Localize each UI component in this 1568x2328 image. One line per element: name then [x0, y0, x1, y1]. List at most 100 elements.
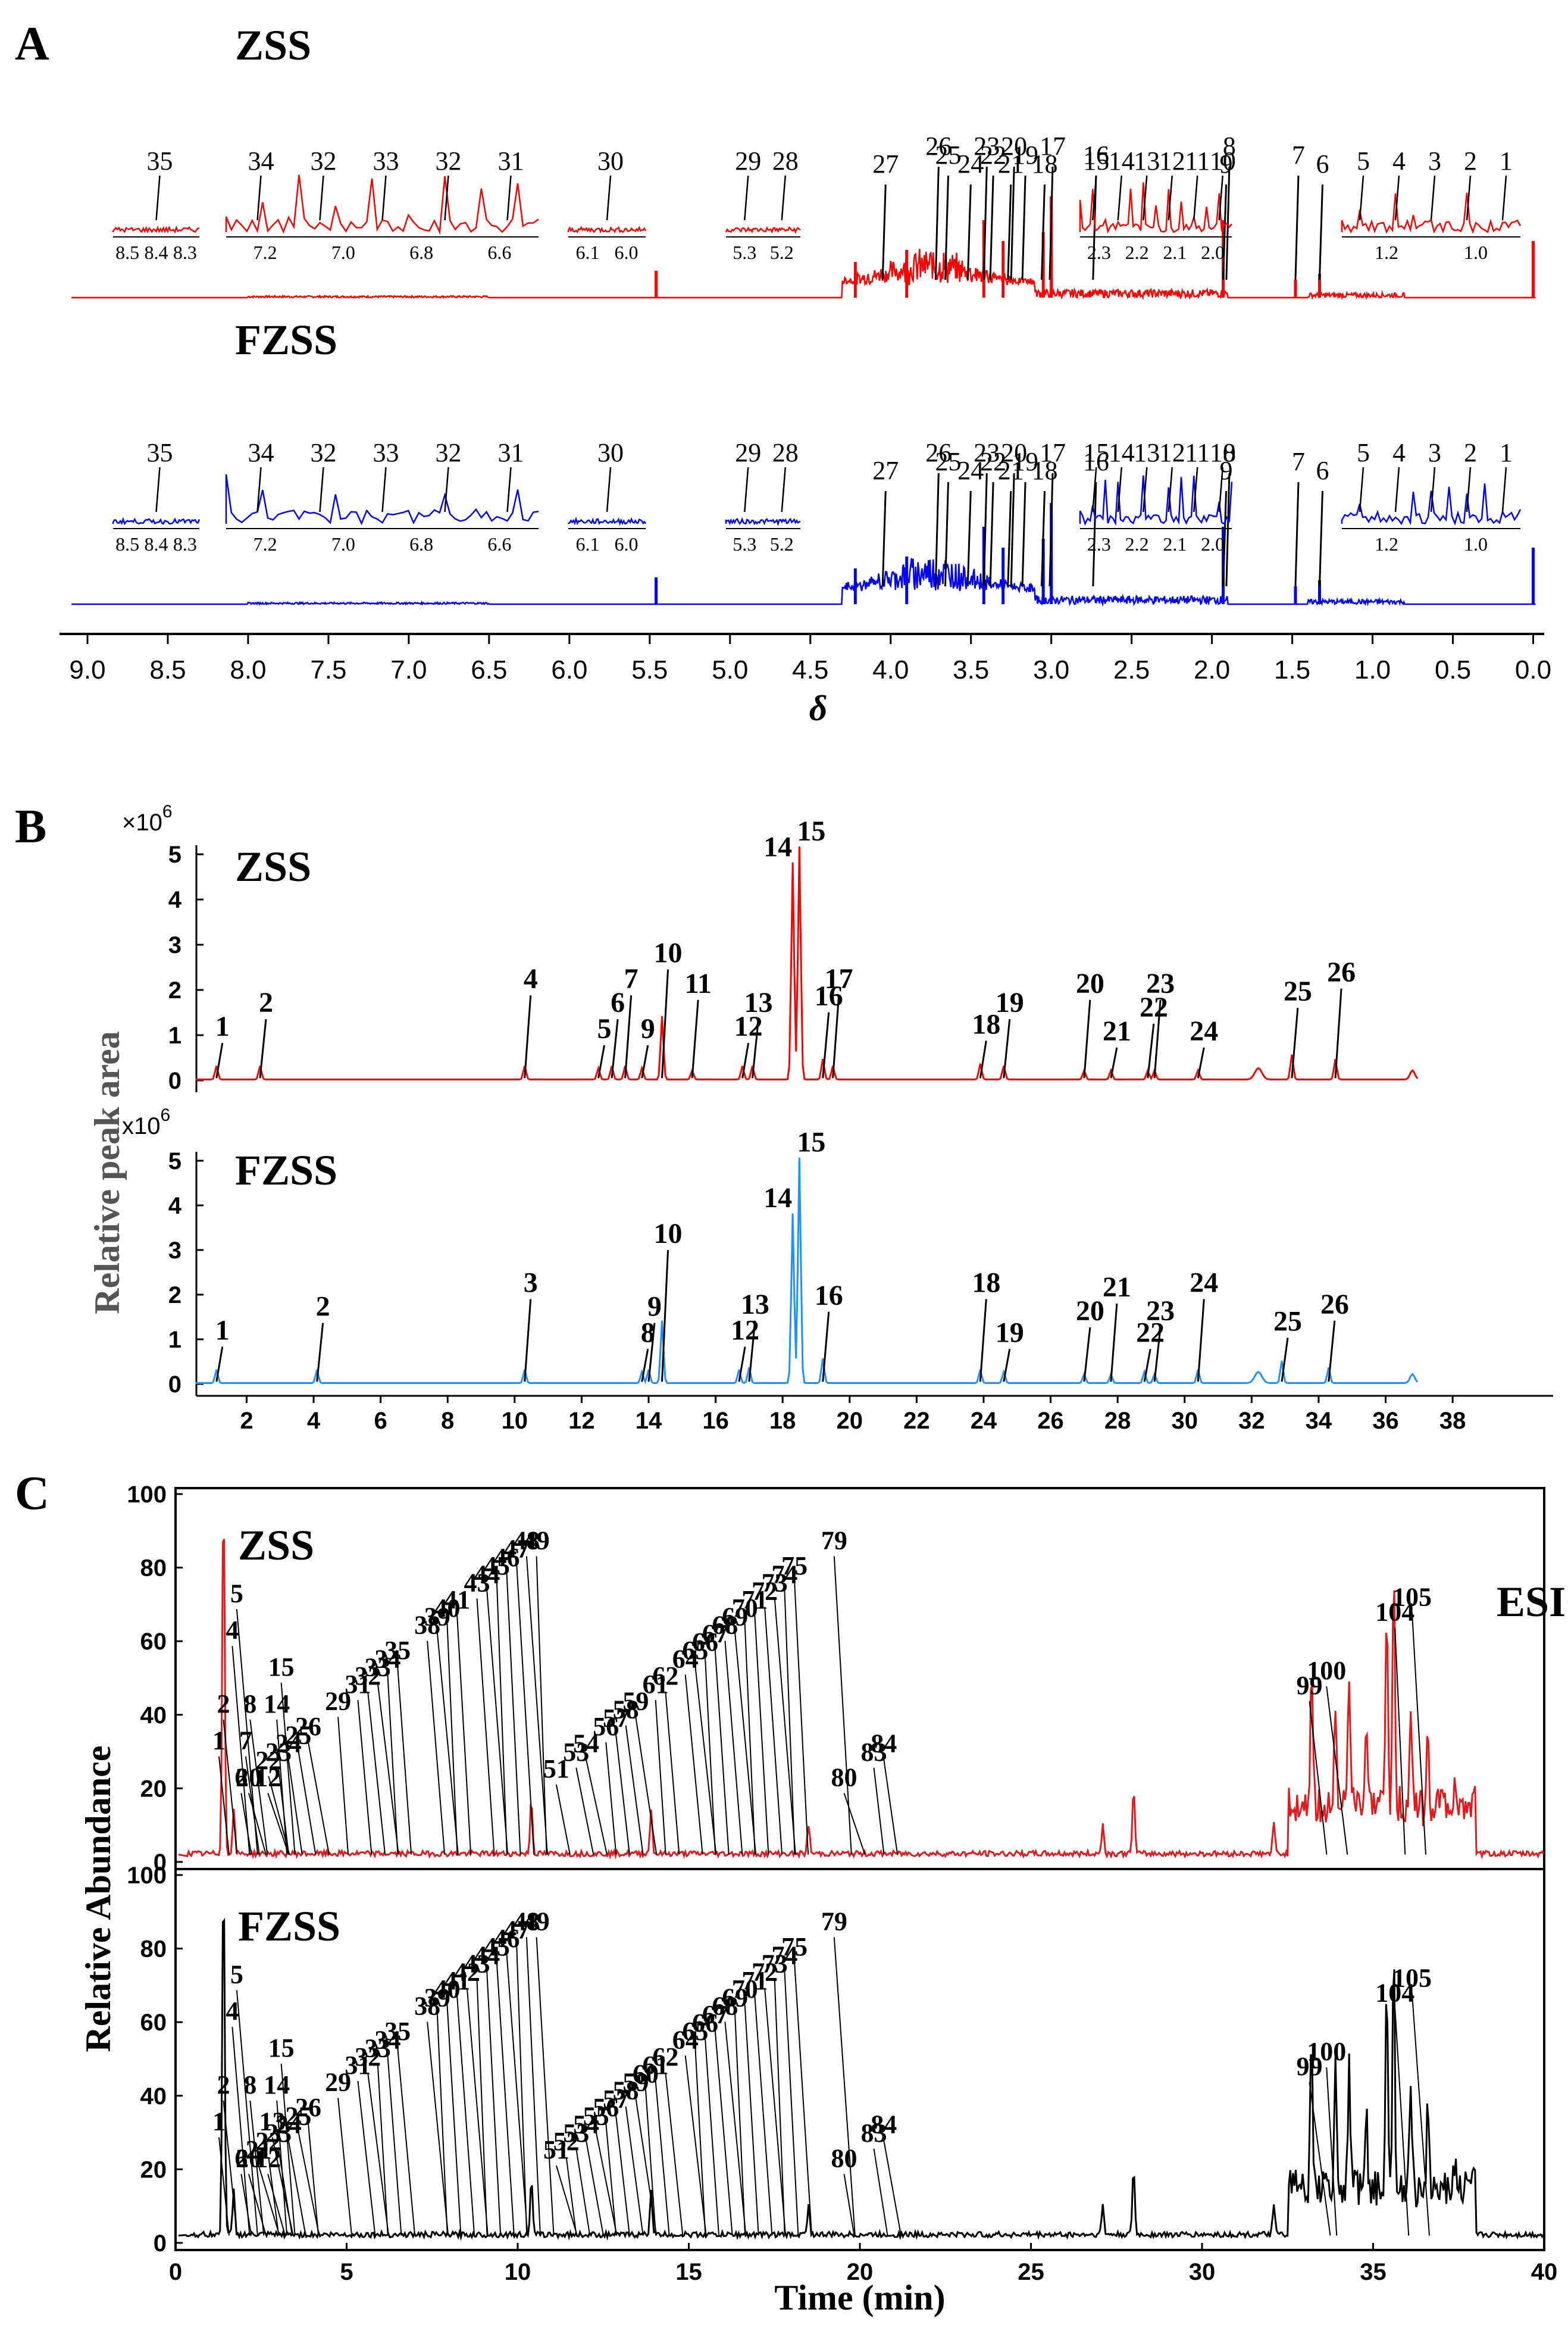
c-x-tick-label: 5	[340, 2259, 353, 2285]
c-peak-label: 99	[1297, 2052, 1323, 2081]
nmr-peak-label: 24	[957, 149, 984, 179]
c-peak-label: 14	[264, 2070, 290, 2099]
inset-peak-leader	[1430, 467, 1436, 513]
c-peak-label: 25	[285, 1720, 311, 1749]
a-tick-label: 2.0	[1194, 655, 1230, 685]
b-peak-label: 1	[215, 1315, 230, 1346]
c-peak-label: 20	[236, 2143, 262, 2173]
c-peak-leader	[585, 2140, 604, 2236]
b-peak-label: 2	[316, 1291, 330, 1323]
c-peak-leader	[280, 2063, 296, 2236]
c-peak-label: 31	[345, 1670, 371, 1699]
b-y-tick-label: 2	[168, 977, 181, 1004]
b-peak-label: 10	[654, 1218, 683, 1249]
c-peak-leader	[496, 1582, 508, 1855]
c-peak-label: 59	[622, 2067, 649, 2096]
c-peak-label: 49	[524, 1526, 550, 1555]
b-y-tick-label: 3	[168, 1238, 181, 1264]
b-x-tick-label: 24	[971, 1408, 997, 1434]
c-peak-leader	[525, 1556, 548, 1855]
c-y-tick-label: 0	[154, 2230, 167, 2257]
c-peak-label: 73	[762, 1568, 788, 1597]
nmr-peak-leader	[1021, 482, 1026, 587]
c-peak-leader	[873, 2148, 888, 2236]
c-peak-leader	[456, 1615, 472, 1855]
inset-peak-label: 13	[1134, 438, 1160, 467]
b-peak-label: 19	[996, 1317, 1024, 1348]
chromatogram-c-fzss: 1245681213141520212223242526293132333435…	[178, 1907, 1545, 2241]
inset-peak-leader	[1092, 175, 1097, 221]
b-peak-label: 9	[641, 1013, 655, 1045]
c-peak-leader	[734, 2013, 746, 2236]
c-peak-leader	[575, 1767, 594, 1855]
c-peak-leader	[427, 1640, 446, 1855]
c-y-tick-label: 40	[140, 2083, 167, 2110]
inset-trace	[567, 516, 647, 526]
nmr-peak-leader	[989, 175, 994, 280]
c-peak-leader	[223, 1719, 238, 1855]
b-x-tick-label: 2	[240, 1408, 253, 1434]
c-peak-label: 104	[1375, 1978, 1414, 2007]
c-peak-leader	[585, 1759, 608, 1855]
c-peak-leader	[705, 2038, 720, 2236]
c-peak-leader	[231, 2027, 251, 2236]
b-peak-label: 5	[597, 1013, 612, 1045]
b-y-tick-label: 2	[168, 1282, 181, 1308]
panel-a-zss-label: ZSS	[235, 21, 311, 69]
a-tick-label: 5.5	[631, 655, 668, 685]
panel-b-fzss-y-axis: 0 1 2 3 4 5	[168, 1148, 204, 1398]
b-peak-label: 11	[685, 968, 712, 999]
nmr-peak-label: 27	[872, 149, 899, 179]
b-peak-label: 18	[972, 1008, 1000, 1040]
b-y-tick-label: 5	[168, 842, 181, 868]
b-x-tick-label: 12	[568, 1408, 595, 1434]
c-peak-label: 72	[752, 1958, 778, 1987]
nmr-peak-label: 25	[935, 447, 962, 476]
c-peak-leader	[843, 1793, 866, 1855]
b-peak-label: 23	[1146, 968, 1175, 999]
b-peak-leader	[752, 1019, 760, 1079]
c-peak-label: 39	[424, 1602, 450, 1631]
b-peak-label: 18	[972, 1267, 1000, 1299]
inset-tick-label: 6.6	[487, 242, 511, 263]
c-peak-label: 100	[1307, 2037, 1346, 2066]
inset-peak-label: 32	[311, 438, 337, 467]
c-peak-leader	[218, 2137, 230, 2236]
nmr-peak-leader	[966, 184, 972, 280]
c-peak-label: 68	[712, 1992, 738, 2021]
c-peak-leader	[436, 1632, 459, 1855]
b-peak-leader	[822, 1012, 830, 1079]
panel-b-letter: B	[15, 801, 46, 853]
nmr-peak-label: 17	[1040, 132, 1066, 161]
c-peak-leader	[496, 1962, 515, 2236]
c-peak-leader	[873, 1767, 885, 1855]
c-peak-label: 39	[424, 1983, 450, 2012]
inset-peak-label: 1	[1500, 146, 1513, 176]
c-peak-label: 13	[259, 2107, 286, 2136]
inset-peak-label: 29	[735, 438, 761, 467]
b-peak-leader	[259, 1019, 267, 1079]
c-peak-label: 79	[821, 1526, 847, 1555]
c-peak-leader	[357, 1699, 373, 1855]
c-peak-label: 65	[682, 1636, 708, 1665]
b-peak-label: 13	[744, 987, 773, 1018]
nmr-peak-label: 19	[1012, 140, 1038, 170]
nmr-peak-label: 26	[925, 132, 952, 161]
nmr-peak-label: 27	[872, 456, 899, 485]
c-x-tick-label: 25	[1018, 2259, 1044, 2285]
c-peak-label: 33	[365, 2034, 391, 2063]
c-peak-leader	[605, 2123, 617, 2236]
c-peak-label: 99	[1297, 1671, 1323, 1700]
c-peak-label: 26	[295, 2093, 321, 2122]
c-peak-leader	[506, 1573, 521, 1855]
inset-peak-label: 33	[373, 146, 399, 176]
c-y-tick-label: 60	[140, 2010, 167, 2036]
inset-trace	[567, 225, 647, 234]
b-y-tick-label: 1	[168, 1327, 181, 1353]
nmr-peak-label: 7	[1292, 447, 1305, 476]
inset-peak-leader	[256, 175, 262, 221]
b-y-tick-label: 5	[168, 1148, 181, 1174]
inset-tick-label: 2.3	[1087, 533, 1111, 555]
